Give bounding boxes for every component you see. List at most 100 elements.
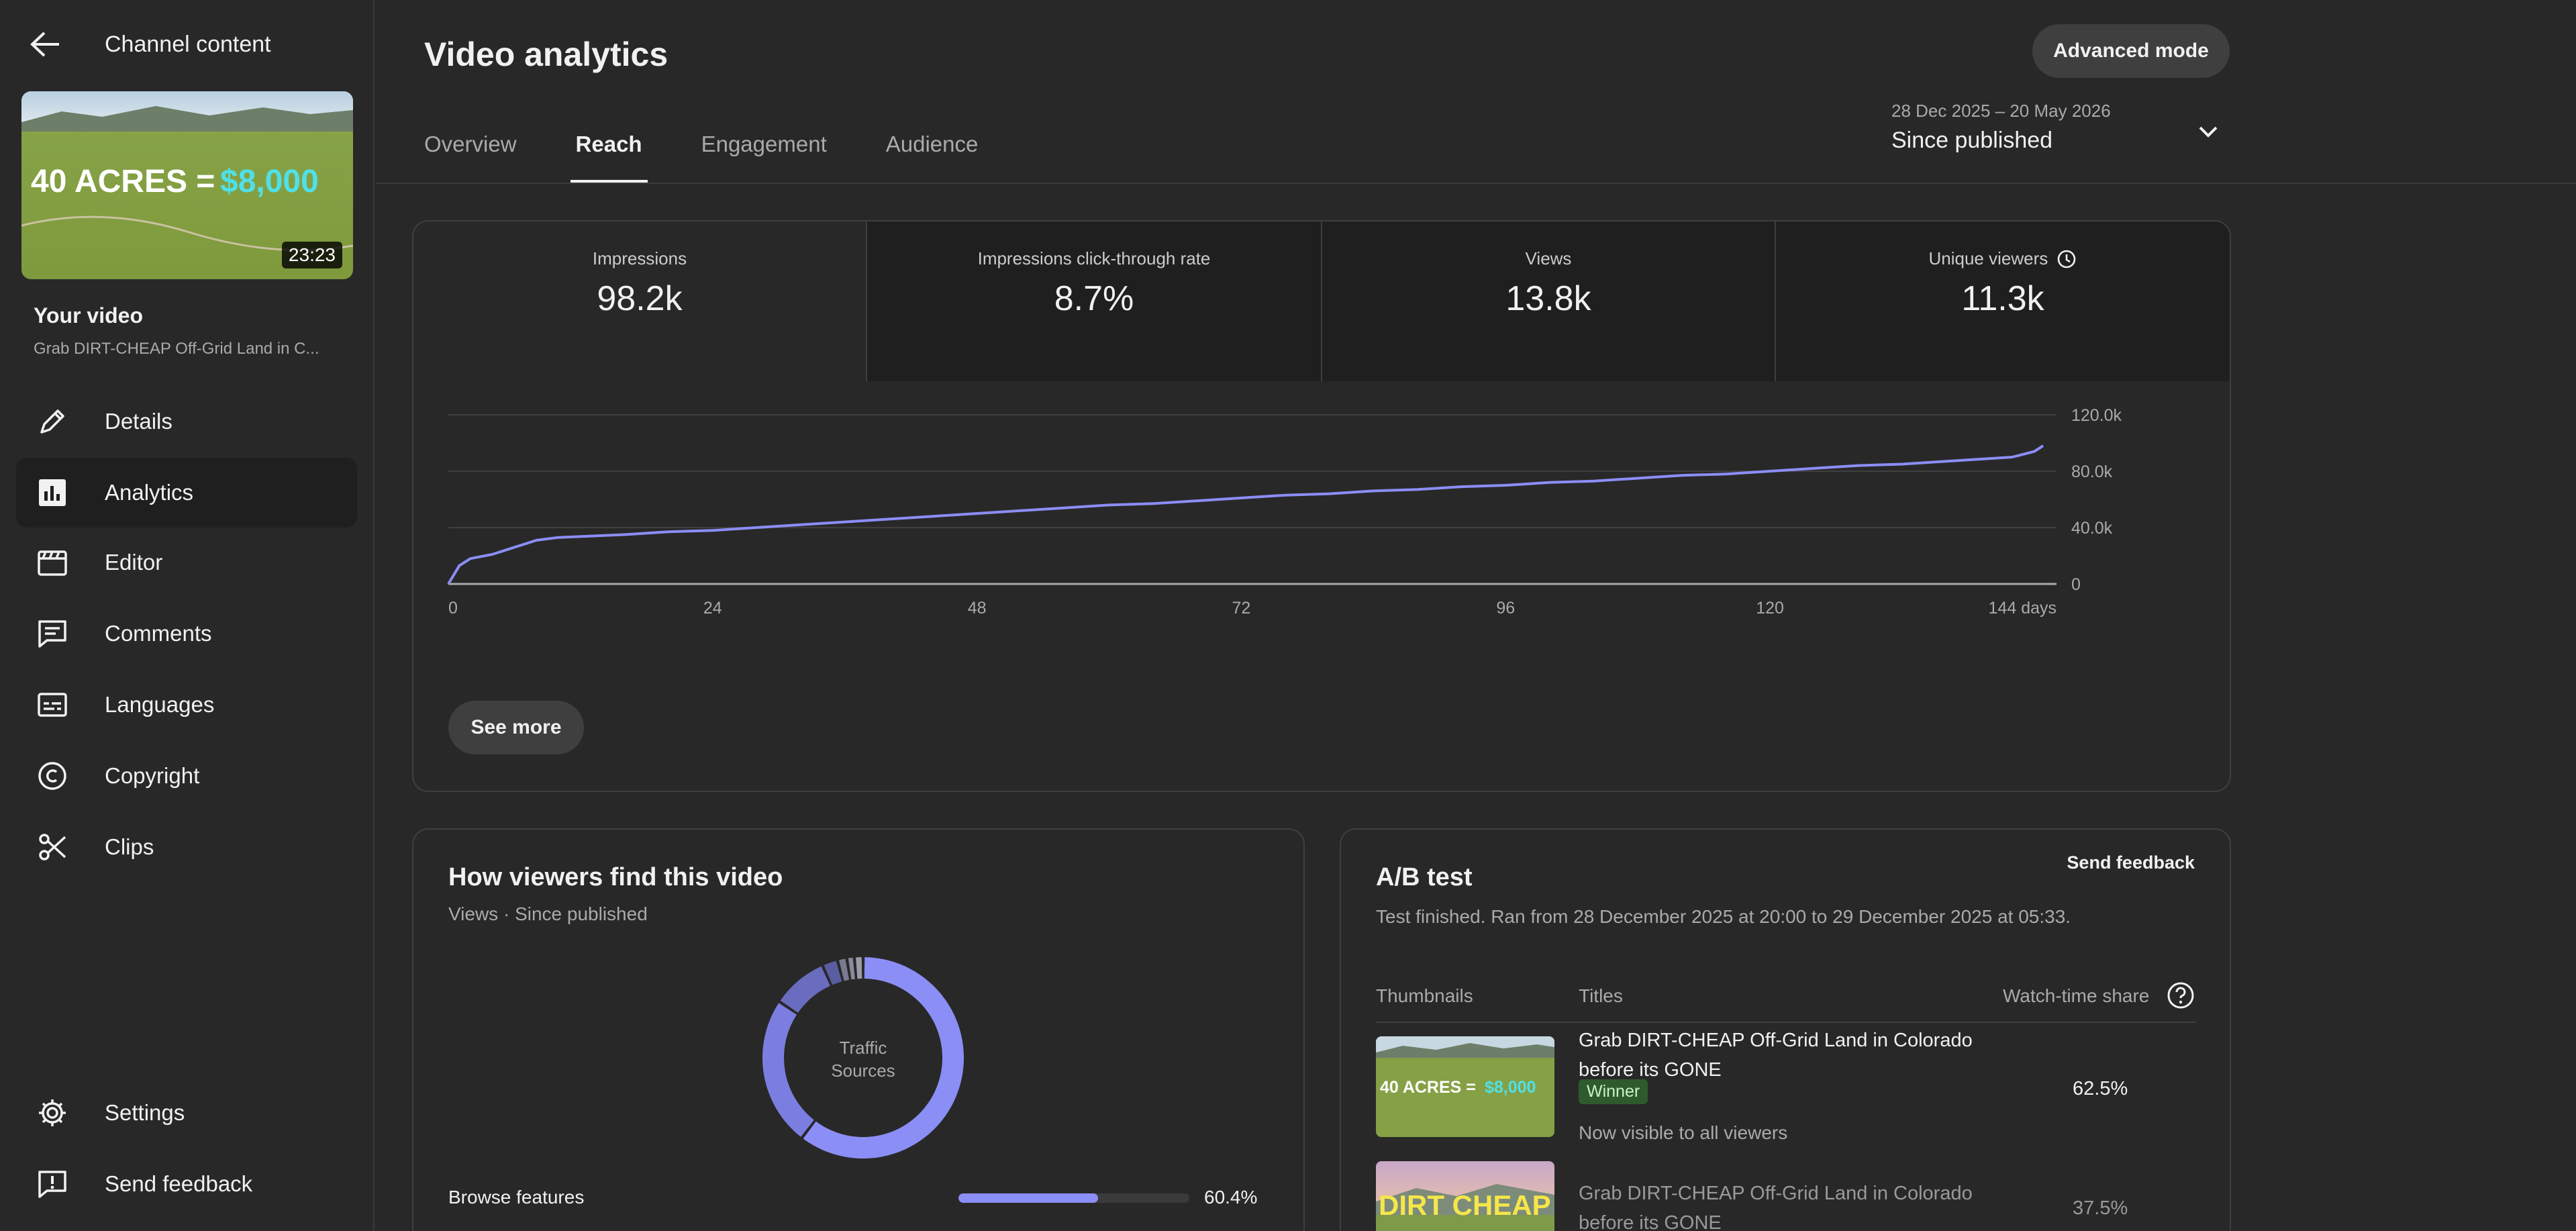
sidebar-item-label: Clips: [105, 834, 154, 859]
ab-header-thumbnails: Thumbnails: [1376, 985, 1473, 1006]
sidebar-item-copyright[interactable]: Copyright: [16, 741, 357, 811]
traffic-card-title: How viewers find this video: [448, 863, 783, 891]
metric-unique-viewers[interactable]: Unique viewers 11.3k: [1776, 221, 2230, 381]
x-tick-label: 0: [448, 599, 458, 618]
metric-views[interactable]: Views 13.8k: [1322, 221, 1776, 381]
sidebar-item-label: Comments: [105, 621, 212, 646]
your-video-label: Your video: [34, 303, 143, 328]
sidebar-header: Channel content: [30, 27, 271, 62]
ab-test-subtitle: Test finished. Ran from 28 December 2025…: [1376, 906, 2071, 927]
traffic-sources-donut[interactable]: Traffic Sources: [756, 950, 971, 1165]
donut-segment: [780, 966, 830, 1013]
sidebar-item-clips[interactable]: Clips: [16, 812, 357, 882]
copyright-icon: [34, 757, 71, 795]
traffic-row-value: 60.4%: [1204, 1187, 1258, 1208]
metric-ctr[interactable]: Impressions click-through rate 8.7%: [867, 221, 1322, 381]
ab-thumb-a-text-2: $8,000: [1485, 1078, 1536, 1097]
x-tick-label: 96: [1496, 599, 1515, 618]
feedback-icon: [34, 1165, 71, 1203]
sidebar-item-languages[interactable]: Languages: [16, 670, 357, 740]
sidebar-item-label: Languages: [105, 692, 215, 717]
sidebar-item-comments[interactable]: Comments: [16, 599, 357, 669]
sidebar-item-label: Analytics: [105, 480, 194, 505]
comment-icon: [34, 615, 71, 652]
traffic-row-label[interactable]: Browse features: [448, 1187, 585, 1208]
help-icon[interactable]: [2167, 981, 2195, 1010]
ab-header-divider: [1376, 1022, 2196, 1023]
donut-segment: [848, 957, 855, 980]
page-title: Video analytics: [424, 36, 668, 73]
tab-overview[interactable]: Overview: [424, 132, 517, 156]
thumb-overlay-right: $8,000: [220, 164, 319, 199]
x-tick-label: 72: [1232, 599, 1251, 618]
analytics-icon: [34, 474, 71, 511]
metric-value: 11.3k: [1961, 279, 2044, 318]
y-tick-label: 120.0k: [2071, 406, 2122, 425]
tab-reach[interactable]: Reach: [570, 132, 648, 183]
ab-thumb-b-text: DIRT CHEAP: [1379, 1189, 1551, 1221]
metric-impressions[interactable]: Impressions 98.2k: [413, 221, 867, 381]
gear-icon: [34, 1094, 71, 1132]
metrics-card: Impressions 98.2k Impressions click-thro…: [412, 220, 2231, 792]
sidebar-item-label: Details: [105, 409, 172, 434]
clock-icon[interactable]: [2057, 249, 2077, 269]
donut-label-2: Sources: [831, 1061, 895, 1081]
sidebar-item-label: Send feedback: [105, 1171, 253, 1196]
ab-title-b: Grab DIRT-CHEAP Off-Grid Land in Colorad…: [1579, 1183, 1973, 1231]
see-more-button[interactable]: See more: [448, 701, 584, 754]
ab-thumbnail-b[interactable]: DIRT CHEAP: [1376, 1161, 1554, 1231]
traffic-row-bar: [958, 1193, 1189, 1203]
ab-test-title: A/B test: [1376, 863, 1473, 891]
tab-audience[interactable]: Audience: [885, 132, 979, 156]
sidebar-item-details[interactable]: Details: [16, 387, 357, 456]
sidebar-item-settings[interactable]: Settings: [16, 1078, 357, 1148]
y-tick-label: 40.0k: [2071, 519, 2113, 538]
tab-engagement[interactable]: Engagement: [701, 132, 827, 156]
x-tick-label: 24: [703, 599, 722, 618]
impressions-chart[interactable]: 0 40.0k 80.0k 120.0k 0 24 48 72 96 120 144 days: [413, 381, 2230, 690]
metric-value: 13.8k: [1505, 279, 1591, 318]
date-range[interactable]: 28 Dec 2025 – 20 May 2026: [1891, 101, 2111, 121]
ab-thumb-a-text-1: 40 ACRES =: [1380, 1078, 1476, 1097]
video-thumbnail[interactable]: 40 ACRES = $8,000 23:23: [21, 91, 353, 279]
sidebar-item-label: Editor: [105, 550, 163, 575]
video-duration: 23:23: [281, 242, 342, 268]
back-arrow-icon[interactable]: [30, 27, 70, 62]
ab-share-a: 62.5%: [2073, 1078, 2128, 1099]
winner-badge: Winner: [1579, 1079, 1648, 1104]
sidebar-item-editor[interactable]: Editor: [16, 528, 357, 597]
ab-share-b: 37.5%: [2073, 1197, 2128, 1219]
chevron-down-icon[interactable]: [2192, 115, 2224, 148]
ab-note: Now visible to all viewers: [1579, 1122, 1788, 1143]
y-tick-label: 0: [2071, 575, 2081, 594]
date-period-label[interactable]: Since published: [1891, 128, 2053, 153]
ab-header-share: Watch-time share: [2003, 985, 2150, 1006]
metric-label: Views: [1525, 248, 1572, 268]
ab-header-titles: Titles: [1579, 985, 1623, 1006]
metric-label: Impressions click-through rate: [977, 248, 1211, 268]
impressions-series-line: [447, 444, 2044, 585]
donut-segment: [803, 957, 964, 1159]
y-tick-label: 80.0k: [2071, 462, 2113, 481]
x-tick-label: 48: [968, 599, 987, 618]
traffic-sources-card: How viewers find this video Views · Sinc…: [412, 828, 1305, 1231]
sidebar-item-label: Settings: [105, 1100, 185, 1125]
ab-send-feedback-link[interactable]: Send feedback: [2067, 852, 2195, 873]
channel-content-title[interactable]: Channel content: [105, 31, 271, 57]
tab-bar: Overview Reach Engagement Audience: [424, 132, 1037, 183]
scissors-icon: [34, 828, 71, 866]
advanced-mode-button[interactable]: Advanced mode: [2032, 24, 2230, 78]
ab-thumbnail-a[interactable]: 40 ACRES = $8,000: [1376, 1036, 1554, 1137]
metric-label-text: Unique viewers: [1928, 248, 2048, 268]
sidebar-item-analytics[interactable]: Analytics: [16, 458, 357, 528]
x-tick-label: 144 days: [1989, 599, 2057, 618]
donut-label-1: Traffic: [840, 1038, 887, 1058]
ab-title-a: Grab DIRT-CHEAP Off-Grid Land in Colorad…: [1579, 1030, 1973, 1081]
tab-divider: [376, 183, 2576, 184]
subtitles-icon: [34, 686, 71, 724]
metric-label: Unique viewers: [1776, 248, 2230, 269]
metric-label: Impressions: [592, 248, 687, 268]
pencil-icon: [34, 403, 71, 440]
thumb-overlay-left: 40 ACRES =: [31, 164, 215, 199]
sidebar-item-send-feedback[interactable]: Send feedback: [16, 1149, 357, 1219]
